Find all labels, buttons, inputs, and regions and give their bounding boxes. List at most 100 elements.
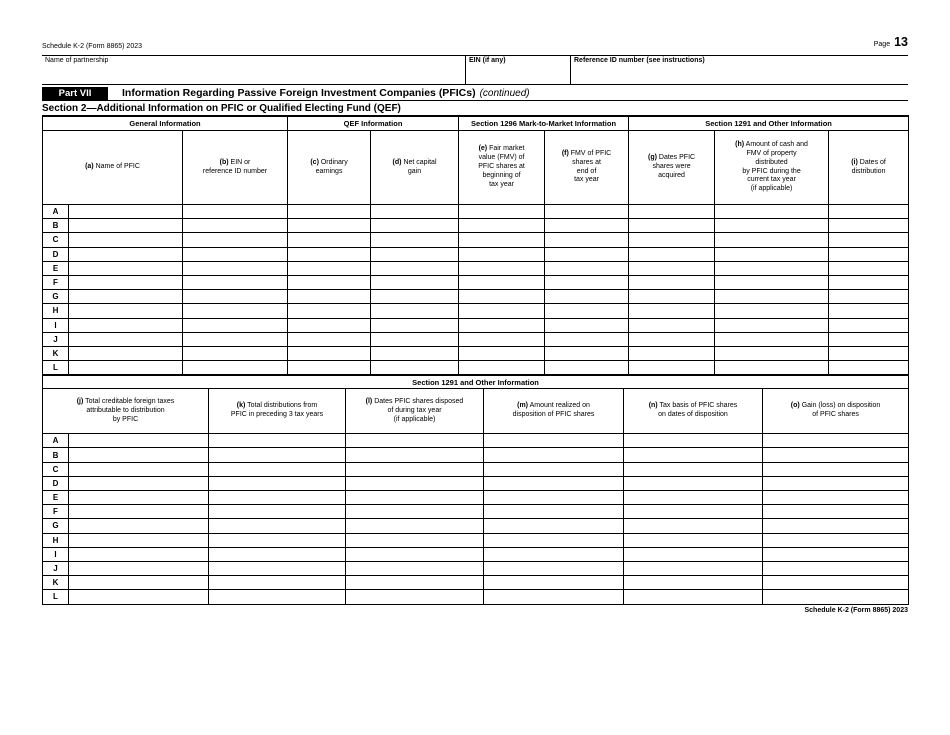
data-cell[interactable]: [287, 360, 372, 376]
data-cell[interactable]: [544, 303, 630, 319]
data-cell[interactable]: [623, 461, 763, 477]
data-cell[interactable]: [714, 203, 830, 220]
data-cell[interactable]: [370, 345, 460, 362]
data-cell[interactable]: [623, 447, 763, 463]
data-cell[interactable]: [208, 589, 346, 605]
data-cell[interactable]: [828, 203, 910, 220]
data-cell[interactable]: [828, 303, 910, 319]
data-cell[interactable]: [544, 246, 630, 262]
data-cell[interactable]: [181, 260, 289, 276]
data-cell[interactable]: [483, 461, 624, 477]
data-cell[interactable]: [208, 504, 346, 520]
data-cell[interactable]: [208, 447, 346, 463]
data-cell[interactable]: [761, 518, 910, 534]
data-cell[interactable]: [370, 274, 460, 291]
data-cell[interactable]: [761, 589, 910, 605]
data-cell[interactable]: [544, 218, 630, 234]
data-cell[interactable]: [628, 232, 716, 248]
data-cell[interactable]: [68, 260, 183, 276]
data-cell[interactable]: [181, 289, 289, 305]
data-cell[interactable]: [345, 532, 484, 548]
data-cell[interactable]: [345, 447, 484, 463]
data-cell[interactable]: [68, 289, 183, 305]
data-cell[interactable]: [68, 317, 183, 333]
data-cell[interactable]: [370, 260, 460, 276]
data-cell[interactable]: [208, 475, 346, 492]
data-cell[interactable]: [628, 289, 716, 305]
data-cell[interactable]: [68, 504, 209, 520]
data-cell[interactable]: [458, 218, 546, 234]
data-cell[interactable]: [287, 260, 372, 276]
data-cell[interactable]: [628, 317, 716, 333]
data-cell[interactable]: [68, 589, 209, 605]
data-cell[interactable]: [287, 203, 372, 220]
data-cell[interactable]: [761, 546, 910, 562]
data-cell[interactable]: [714, 331, 830, 347]
data-cell[interactable]: [828, 331, 910, 347]
data-cell[interactable]: [714, 303, 830, 319]
data-cell[interactable]: [345, 589, 484, 605]
data-cell[interactable]: [714, 289, 830, 305]
data-cell[interactable]: [208, 546, 346, 562]
data-cell[interactable]: [761, 489, 910, 506]
data-cell[interactable]: [623, 504, 763, 520]
data-cell[interactable]: [828, 274, 910, 291]
data-cell[interactable]: [68, 331, 183, 347]
data-cell[interactable]: [483, 518, 624, 534]
data-cell[interactable]: [370, 317, 460, 333]
data-cell[interactable]: [714, 218, 830, 234]
data-cell[interactable]: [181, 345, 289, 362]
data-cell[interactable]: [623, 560, 763, 577]
data-cell[interactable]: [68, 575, 209, 591]
data-cell[interactable]: [208, 433, 346, 449]
data-cell[interactable]: [483, 504, 624, 520]
data-cell[interactable]: [287, 246, 372, 262]
data-cell[interactable]: [68, 360, 183, 376]
data-cell[interactable]: [370, 331, 460, 347]
data-cell[interactable]: [68, 246, 183, 262]
data-cell[interactable]: [623, 475, 763, 492]
data-cell[interactable]: [761, 532, 910, 548]
data-cell[interactable]: [628, 274, 716, 291]
data-cell[interactable]: [628, 246, 716, 262]
data-cell[interactable]: [458, 246, 546, 262]
data-cell[interactable]: [208, 489, 346, 506]
data-cell[interactable]: [628, 303, 716, 319]
data-cell[interactable]: [68, 218, 183, 234]
data-cell[interactable]: [345, 575, 484, 591]
data-cell[interactable]: [287, 317, 372, 333]
data-cell[interactable]: [68, 303, 183, 319]
data-cell[interactable]: [458, 331, 546, 347]
data-cell[interactable]: [544, 260, 630, 276]
data-cell[interactable]: [828, 317, 910, 333]
data-cell[interactable]: [628, 345, 716, 362]
data-cell[interactable]: [345, 489, 484, 506]
data-cell[interactable]: [287, 274, 372, 291]
data-cell[interactable]: [370, 203, 460, 220]
data-cell[interactable]: [458, 232, 546, 248]
data-cell[interactable]: [68, 232, 183, 248]
data-cell[interactable]: [181, 246, 289, 262]
data-cell[interactable]: [828, 218, 910, 234]
data-cell[interactable]: [544, 203, 630, 220]
data-cell[interactable]: [181, 218, 289, 234]
data-cell[interactable]: [828, 260, 910, 276]
data-cell[interactable]: [714, 317, 830, 333]
data-cell[interactable]: [623, 433, 763, 449]
data-cell[interactable]: [828, 289, 910, 305]
data-cell[interactable]: [458, 303, 546, 319]
data-cell[interactable]: [714, 345, 830, 362]
data-cell[interactable]: [68, 461, 209, 477]
data-cell[interactable]: [761, 461, 910, 477]
data-cell[interactable]: [628, 218, 716, 234]
data-cell[interactable]: [370, 303, 460, 319]
data-cell[interactable]: [828, 345, 910, 362]
data-cell[interactable]: [544, 360, 630, 376]
data-cell[interactable]: [761, 433, 910, 449]
data-cell[interactable]: [287, 345, 372, 362]
data-cell[interactable]: [287, 289, 372, 305]
data-cell[interactable]: [458, 345, 546, 362]
data-cell[interactable]: [458, 274, 546, 291]
data-cell[interactable]: [68, 433, 209, 449]
data-cell[interactable]: [68, 274, 183, 291]
